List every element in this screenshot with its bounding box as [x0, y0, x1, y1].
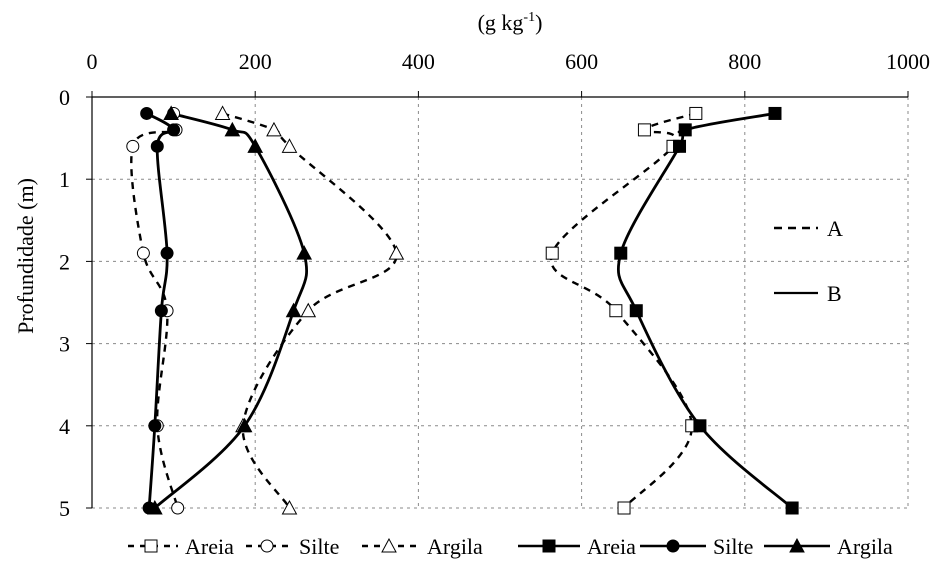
series-points-argila-b	[146, 105, 312, 515]
marker-circle	[167, 123, 181, 137]
marker-square	[693, 419, 707, 433]
series-layer	[126, 105, 799, 515]
legend-label-silte-a: Silte	[299, 534, 339, 559]
marker-circle	[260, 539, 274, 553]
marker-square	[614, 246, 628, 260]
marker-square	[689, 106, 703, 120]
marker-triangle	[163, 105, 179, 120]
marker-triangle	[388, 245, 405, 260]
inline-legend-label-a: A	[827, 216, 843, 241]
marker-triangle	[266, 121, 282, 137]
x-tick-label: 1000	[886, 49, 930, 74]
x-axis-title: (g kg-1)	[478, 10, 543, 35]
marker-square	[678, 123, 692, 137]
series-points-areia-a	[545, 106, 703, 515]
grid	[92, 97, 909, 509]
marker-triangle	[281, 499, 298, 515]
x-tick-label: 0	[87, 49, 98, 74]
y-tick-label: 2	[59, 249, 70, 274]
x-axis-title-main: (g kg	[478, 10, 524, 35]
y-tick-label: 5	[59, 496, 70, 521]
marker-triangle	[224, 121, 241, 137]
inline-legend: AB	[774, 216, 843, 306]
marker-square	[768, 106, 782, 120]
marker-triangle	[247, 138, 264, 153]
y-tick-label: 0	[59, 85, 70, 110]
marker-triangle	[300, 302, 317, 318]
x-tick-label: 600	[565, 49, 598, 74]
marker-circle	[126, 139, 140, 153]
legend-label-argila-b: Argila	[837, 534, 893, 559]
marker-square	[144, 539, 158, 553]
y-axis-title: Profundidade (m)	[13, 178, 38, 334]
marker-triangle	[285, 302, 302, 318]
marker-square	[545, 246, 559, 260]
marker-triangle	[281, 138, 298, 153]
marker-square	[617, 501, 631, 515]
marker-triangle	[146, 499, 163, 515]
legend-label-argila-a: Argila	[427, 534, 483, 559]
marker-square	[637, 123, 651, 137]
x-tick-label: 400	[402, 49, 435, 74]
legend-label-areia-b: Areia	[587, 534, 636, 559]
marker-circle	[150, 139, 164, 153]
x-tick-label: 800	[728, 49, 761, 74]
marker-square	[542, 539, 556, 553]
marker-triangle	[236, 417, 253, 433]
marker-square	[609, 304, 623, 318]
marker-triangle	[381, 537, 397, 553]
marker-circle	[136, 246, 150, 260]
marker-circle	[666, 539, 680, 553]
marker-circle	[154, 304, 168, 318]
x-axis-title-close: )	[535, 10, 542, 35]
marker-square	[785, 501, 799, 515]
x-tick-label: 200	[239, 49, 272, 74]
series-line-argila-b	[153, 112, 308, 510]
inline-legend-label-b: B	[827, 281, 842, 306]
y-tick-label: 4	[59, 414, 70, 439]
axes: 0 200 400 600 800 1000 0 1 2 3 4 5	[59, 49, 930, 521]
marker-circle	[171, 501, 185, 515]
bottom-legend: Areia Silte Argila Areia Silte Argila	[128, 534, 893, 559]
legend-label-silte-b: Silte	[713, 534, 753, 559]
series-points-areia-b	[614, 106, 799, 515]
marker-triangle	[214, 105, 231, 120]
y-tick-label: 1	[59, 167, 70, 192]
marker-triangle	[789, 537, 805, 553]
marker-square	[629, 304, 643, 318]
marker-square	[673, 139, 687, 153]
marker-circle	[148, 419, 162, 433]
x-axis-title-sup: -1	[523, 10, 535, 25]
marker-triangle	[296, 245, 312, 260]
legend-label-areia-a: Areia	[185, 534, 234, 559]
marker-circle	[160, 246, 174, 260]
series-line-areia-a	[549, 112, 697, 509]
y-tick-label: 3	[59, 332, 70, 357]
series-line-areia-b	[616, 112, 794, 510]
series-points-argila-a	[214, 105, 405, 515]
marker-circle	[140, 106, 154, 120]
